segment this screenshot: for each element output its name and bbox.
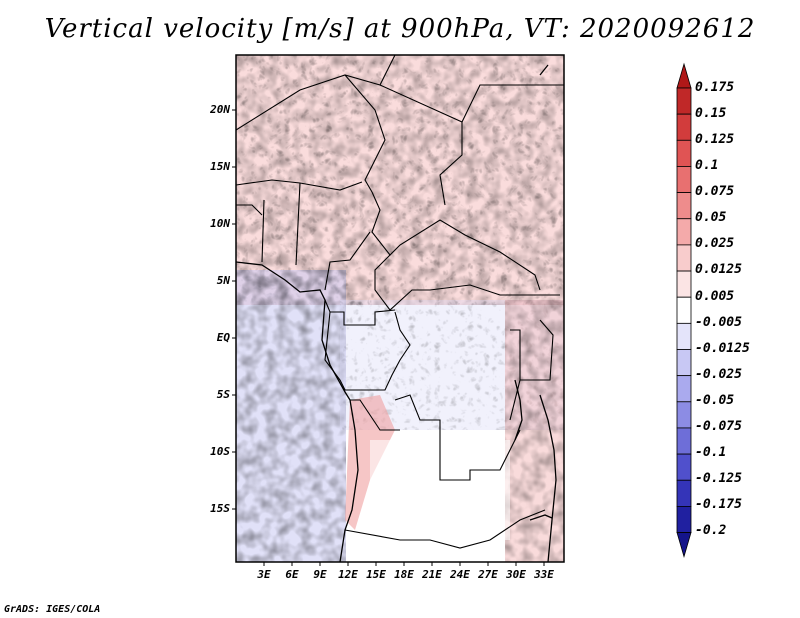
colorbar-segment: [676, 296, 692, 324]
colorbar-label: -0.125: [695, 471, 742, 486]
colorbar-segment: [676, 479, 692, 507]
map-frame: [235, 54, 565, 563]
colorbar: [676, 62, 692, 558]
colorbar-top-arrow: [676, 62, 692, 89]
colorbar-label: 0.005: [695, 289, 735, 304]
lon-label-15e: 15E: [366, 568, 386, 581]
lon-label-21e: 21E: [422, 568, 442, 581]
lon-label-27e: 27E: [478, 568, 498, 581]
colorbar-segment: [676, 505, 692, 533]
colorbar-segment: [676, 166, 692, 193]
colorbar-segment: [676, 244, 692, 272]
lat-label-10n: 10N: [210, 217, 230, 230]
colorbar-segment: [676, 192, 692, 220]
lat-label-eq: EQ: [216, 331, 230, 344]
colorbar-label: -0.05: [695, 393, 735, 408]
colorbar-segment: [676, 218, 692, 246]
colorbar-segment: [676, 270, 692, 298]
country-borders: [236, 55, 564, 549]
colorbar-segment: [676, 375, 692, 403]
lat-label-5s: 5S: [216, 388, 230, 401]
colorbar-label: -0.025: [695, 367, 742, 382]
colorbar-segment: [676, 113, 692, 141]
lat-label-10s: 10S: [210, 445, 230, 458]
lon-label-9e: 9E: [313, 568, 327, 581]
colorbar-label: 0.125: [695, 132, 735, 147]
velocity-field: [236, 55, 564, 562]
colorbar-label: 0.05: [695, 210, 727, 225]
lat-label-15s: 15S: [210, 502, 230, 515]
colorbar-segment: [676, 349, 692, 377]
lat-ticks: [232, 109, 236, 510]
colorbar-label: 0.1: [695, 158, 719, 173]
colorbar-label: 0.025: [695, 236, 735, 251]
lat-label-20n: 20N: [210, 103, 230, 116]
map-title: Vertical velocity [m/s] at 900hPa, VT: 2…: [44, 14, 756, 44]
colorbar-label: -0.0125: [695, 341, 750, 356]
colorbar-label: 0.175: [695, 80, 735, 95]
lat-label-5n: 5N: [216, 274, 230, 287]
colorbar-segment: [676, 139, 692, 167]
lon-label-6e: 6E: [285, 568, 299, 581]
colorbar-label: 0.075: [695, 184, 735, 199]
coastline: [236, 64, 557, 562]
lon-ticks: [263, 562, 545, 566]
lon-label-30e: 30E: [506, 568, 526, 581]
colorbar-segment: [676, 401, 692, 429]
lon-label-12e: 12E: [338, 568, 358, 581]
colorbar-segment: [676, 87, 692, 115]
colorbar-label: -0.075: [695, 419, 742, 434]
colorbar-segment: [676, 453, 692, 481]
colorbar-label: -0.1: [695, 445, 727, 460]
colorbar-bottom-arrow: [676, 532, 692, 558]
colorbar-label: 0.0125: [695, 262, 742, 277]
credit-text: GrADS: IGES/COLA: [4, 604, 101, 615]
colorbar-label: -0.2: [695, 523, 727, 538]
lon-label-24e: 24E: [450, 568, 470, 581]
colorbar-label: -0.175: [695, 497, 742, 512]
colorbar-segment: [676, 427, 692, 455]
lat-label-15n: 15N: [210, 160, 230, 173]
colorbar-segment: [676, 322, 692, 350]
lon-label-18e: 18E: [394, 568, 414, 581]
lon-label-33e: 33E: [534, 568, 554, 581]
colorbar-label: -0.005: [695, 315, 742, 330]
colorbar-label: 0.15: [695, 106, 727, 121]
lon-label-3e: 3E: [257, 568, 271, 581]
